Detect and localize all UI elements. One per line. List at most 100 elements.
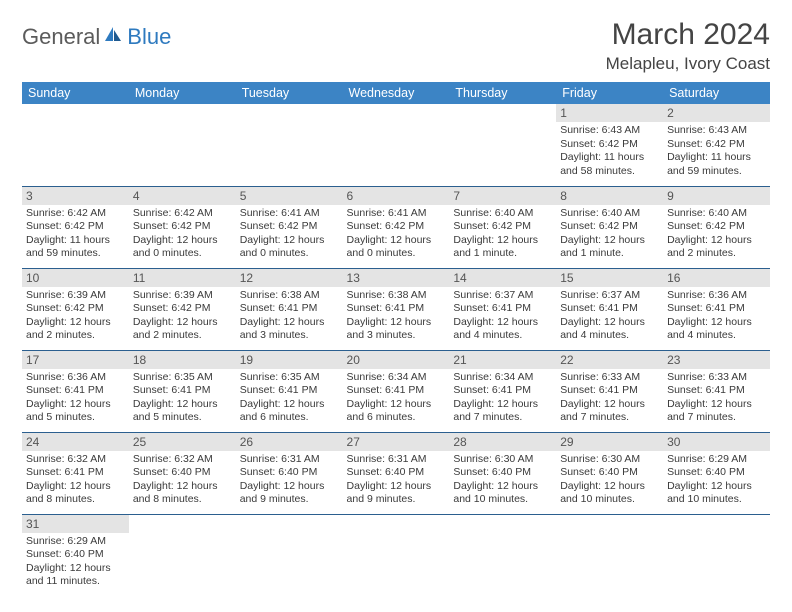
sunrise-text: Sunrise: 6:36 AM	[26, 371, 125, 385]
day-number: 5	[236, 187, 343, 205]
calendar-week: 31Sunrise: 6:29 AMSunset: 6:40 PMDayligh…	[22, 514, 770, 596]
calendar-day: 29Sunrise: 6:30 AMSunset: 6:40 PMDayligh…	[556, 432, 663, 514]
calendar-head: SundayMondayTuesdayWednesdayThursdayFrid…	[22, 82, 770, 104]
day-details	[449, 531, 556, 537]
calendar-day: 8Sunrise: 6:40 AMSunset: 6:42 PMDaylight…	[556, 186, 663, 268]
sunset-text: Sunset: 6:41 PM	[667, 302, 766, 316]
day-number: 20	[343, 351, 450, 369]
calendar-day: 10Sunrise: 6:39 AMSunset: 6:42 PMDayligh…	[22, 268, 129, 350]
day-header: Wednesday	[343, 82, 450, 104]
calendar-day: 30Sunrise: 6:29 AMSunset: 6:40 PMDayligh…	[663, 432, 770, 514]
sunset-text: Sunset: 6:42 PM	[560, 138, 659, 152]
day-number: 4	[129, 187, 236, 205]
calendar-day: 17Sunrise: 6:36 AMSunset: 6:41 PMDayligh…	[22, 350, 129, 432]
day-details: Sunrise: 6:35 AMSunset: 6:41 PMDaylight:…	[129, 369, 236, 430]
daylight-text: Daylight: 12 hours and 9 minutes.	[240, 480, 339, 507]
day-details: Sunrise: 6:42 AMSunset: 6:42 PMDaylight:…	[129, 205, 236, 266]
page-header: General Blue March 2024 Melapleu, Ivory …	[22, 18, 770, 74]
daylight-text: Daylight: 12 hours and 2 minutes.	[133, 316, 232, 343]
sunset-text: Sunset: 6:41 PM	[453, 384, 552, 398]
sunrise-text: Sunrise: 6:42 AM	[26, 207, 125, 221]
sunset-text: Sunset: 6:42 PM	[26, 220, 125, 234]
daylight-text: Daylight: 12 hours and 2 minutes.	[26, 316, 125, 343]
daylight-text: Daylight: 12 hours and 10 minutes.	[453, 480, 552, 507]
sunset-text: Sunset: 6:42 PM	[560, 220, 659, 234]
day-number: 19	[236, 351, 343, 369]
daylight-text: Daylight: 12 hours and 11 minutes.	[26, 562, 125, 589]
day-number: 13	[343, 269, 450, 287]
sunset-text: Sunset: 6:41 PM	[560, 302, 659, 316]
day-number	[663, 515, 770, 531]
sunset-text: Sunset: 6:42 PM	[26, 302, 125, 316]
calendar-week: 3Sunrise: 6:42 AMSunset: 6:42 PMDaylight…	[22, 186, 770, 268]
sunset-text: Sunset: 6:40 PM	[453, 466, 552, 480]
day-number: 22	[556, 351, 663, 369]
day-number	[129, 104, 236, 120]
day-details: Sunrise: 6:32 AMSunset: 6:40 PMDaylight:…	[129, 451, 236, 512]
sunset-text: Sunset: 6:42 PM	[133, 220, 232, 234]
sunrise-text: Sunrise: 6:41 AM	[347, 207, 446, 221]
sunrise-text: Sunrise: 6:29 AM	[667, 453, 766, 467]
calendar-day: 25Sunrise: 6:32 AMSunset: 6:40 PMDayligh…	[129, 432, 236, 514]
daylight-text: Daylight: 12 hours and 4 minutes.	[667, 316, 766, 343]
calendar-day: 4Sunrise: 6:42 AMSunset: 6:42 PMDaylight…	[129, 186, 236, 268]
sunset-text: Sunset: 6:41 PM	[26, 384, 125, 398]
day-number: 24	[22, 433, 129, 451]
calendar-day: 14Sunrise: 6:37 AMSunset: 6:41 PMDayligh…	[449, 268, 556, 350]
daylight-text: Daylight: 12 hours and 0 minutes.	[240, 234, 339, 261]
sunrise-text: Sunrise: 6:32 AM	[133, 453, 232, 467]
day-details: Sunrise: 6:39 AMSunset: 6:42 PMDaylight:…	[22, 287, 129, 348]
day-number: 12	[236, 269, 343, 287]
day-details: Sunrise: 6:43 AMSunset: 6:42 PMDaylight:…	[663, 122, 770, 183]
sunrise-text: Sunrise: 6:43 AM	[667, 124, 766, 138]
day-number	[343, 515, 450, 531]
sunrise-text: Sunrise: 6:39 AM	[26, 289, 125, 303]
sunset-text: Sunset: 6:40 PM	[26, 548, 125, 562]
day-details: Sunrise: 6:38 AMSunset: 6:41 PMDaylight:…	[343, 287, 450, 348]
day-details	[556, 531, 663, 537]
day-details: Sunrise: 6:33 AMSunset: 6:41 PMDaylight:…	[663, 369, 770, 430]
day-number: 23	[663, 351, 770, 369]
sunrise-text: Sunrise: 6:34 AM	[347, 371, 446, 385]
daylight-text: Daylight: 12 hours and 6 minutes.	[240, 398, 339, 425]
day-details: Sunrise: 6:31 AMSunset: 6:40 PMDaylight:…	[343, 451, 450, 512]
day-details: Sunrise: 6:29 AMSunset: 6:40 PMDaylight:…	[663, 451, 770, 512]
sunset-text: Sunset: 6:42 PM	[240, 220, 339, 234]
calendar-day: 20Sunrise: 6:34 AMSunset: 6:41 PMDayligh…	[343, 350, 450, 432]
day-number: 18	[129, 351, 236, 369]
calendar-day: 2Sunrise: 6:43 AMSunset: 6:42 PMDaylight…	[663, 104, 770, 186]
daylight-text: Daylight: 12 hours and 4 minutes.	[560, 316, 659, 343]
sunrise-text: Sunrise: 6:40 AM	[560, 207, 659, 221]
sunset-text: Sunset: 6:41 PM	[240, 302, 339, 316]
day-details: Sunrise: 6:41 AMSunset: 6:42 PMDaylight:…	[343, 205, 450, 266]
month-title: March 2024	[606, 18, 770, 52]
day-number: 10	[22, 269, 129, 287]
day-details: Sunrise: 6:37 AMSunset: 6:41 PMDaylight:…	[449, 287, 556, 348]
day-details: Sunrise: 6:37 AMSunset: 6:41 PMDaylight:…	[556, 287, 663, 348]
day-number: 29	[556, 433, 663, 451]
sunrise-text: Sunrise: 6:37 AM	[560, 289, 659, 303]
sunset-text: Sunset: 6:42 PM	[453, 220, 552, 234]
day-details	[236, 120, 343, 126]
daylight-text: Daylight: 12 hours and 7 minutes.	[453, 398, 552, 425]
day-header-row: SundayMondayTuesdayWednesdayThursdayFrid…	[22, 82, 770, 104]
day-header: Friday	[556, 82, 663, 104]
calendar-day: 6Sunrise: 6:41 AMSunset: 6:42 PMDaylight…	[343, 186, 450, 268]
calendar-table: SundayMondayTuesdayWednesdayThursdayFrid…	[22, 82, 770, 596]
brand-text-blue: Blue	[127, 24, 171, 50]
day-details: Sunrise: 6:29 AMSunset: 6:40 PMDaylight:…	[22, 533, 129, 594]
daylight-text: Daylight: 12 hours and 7 minutes.	[667, 398, 766, 425]
sunrise-text: Sunrise: 6:40 AM	[453, 207, 552, 221]
day-number: 28	[449, 433, 556, 451]
calendar-day-empty	[129, 104, 236, 186]
sunrise-text: Sunrise: 6:42 AM	[133, 207, 232, 221]
day-number	[236, 104, 343, 120]
day-number: 17	[22, 351, 129, 369]
day-number	[129, 515, 236, 531]
calendar-day: 19Sunrise: 6:35 AMSunset: 6:41 PMDayligh…	[236, 350, 343, 432]
day-details: Sunrise: 6:34 AMSunset: 6:41 PMDaylight:…	[343, 369, 450, 430]
sunrise-text: Sunrise: 6:38 AM	[240, 289, 339, 303]
calendar-day: 31Sunrise: 6:29 AMSunset: 6:40 PMDayligh…	[22, 514, 129, 596]
sunset-text: Sunset: 6:40 PM	[560, 466, 659, 480]
calendar-day-empty	[343, 514, 450, 596]
